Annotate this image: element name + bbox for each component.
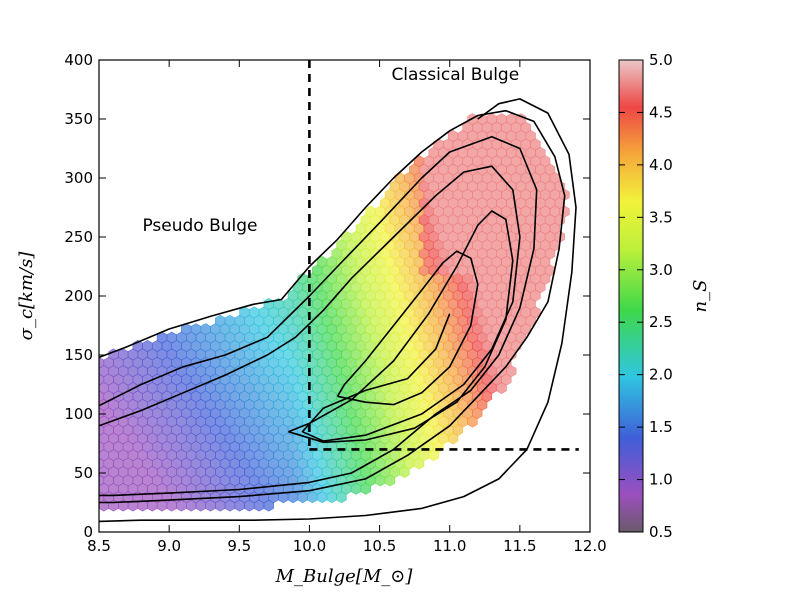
x-tick-label: 10.5	[363, 537, 396, 555]
y-tick-label: 100	[64, 405, 93, 423]
colorbar-tick-label: 1.0	[649, 471, 673, 489]
y-axis-label: σ_c[km/s]	[16, 251, 37, 341]
y-tick-label: 200	[64, 287, 93, 305]
hex-cell	[433, 138, 444, 151]
colorbar	[618, 59, 644, 533]
y-tick-label: 400	[64, 51, 93, 69]
contour-line	[288, 210, 514, 444]
hex-cell	[394, 172, 405, 184]
hex-cell	[166, 331, 177, 344]
y-tick-label: 350	[64, 110, 93, 128]
hex-cell	[118, 348, 129, 361]
colorbar-tick-label: 1.5	[649, 418, 673, 436]
colorbar-tick-label: 3.0	[649, 261, 673, 279]
y-tick-label: 50	[74, 464, 93, 482]
colorbar-tick-label: 2.0	[649, 366, 673, 384]
contour-line	[336, 250, 479, 406]
y-tick-label: 250	[64, 228, 93, 246]
x-tick-label: 9.5	[227, 537, 251, 555]
density-contours	[99, 98, 577, 523]
annotation-pseudo-bulge: Pseudo Bulge	[142, 216, 257, 236]
hex-cell	[200, 323, 211, 336]
x-tick-label: 8.5	[87, 537, 111, 555]
hex-cell	[190, 323, 202, 336]
colorbar-tick-label: 3.5	[649, 208, 673, 226]
contour-line	[99, 135, 538, 497]
colorbar-label: n_S	[690, 280, 711, 313]
y-tick-label: 150	[64, 346, 93, 364]
divider-lines	[308, 60, 579, 451]
x-tick-label: 11.0	[433, 537, 466, 555]
hex-cell	[215, 314, 226, 327]
y-tick-label: 0	[83, 523, 93, 541]
contour-line	[99, 109, 566, 504]
colorbar-tick-label: 0.5	[649, 523, 673, 541]
hex-cell	[365, 205, 376, 218]
colorbar-tick-label: 4.0	[649, 156, 673, 174]
colorbar-tick-label: 2.5	[649, 313, 673, 331]
y-axis-ticks: 0 50 100 150 200 250 300 350 400	[64, 51, 590, 541]
hex-cell	[506, 113, 517, 126]
x-tick-label: 12.0	[573, 537, 606, 555]
contour-line	[99, 165, 521, 442]
hex-cell	[142, 340, 153, 352]
hex-cell	[249, 306, 260, 319]
colorbar-tick-label: 5.0	[649, 51, 673, 69]
colorbar-tick-label: 4.5	[649, 103, 673, 121]
x-axis-ticks: 8.5 9.0 9.5 10.0 10.5 11.0 11.5 12.0	[87, 60, 607, 555]
hex-cell	[224, 314, 236, 327]
x-tick-label: 11.5	[503, 537, 536, 555]
colorbar-ticks: 0.5 1.0 1.5 2.0 2.5 3.0 3.5 4.0 4.5 5.0	[619, 51, 673, 541]
hex-cell	[447, 130, 459, 142]
hex-cell	[263, 298, 274, 310]
hex-cell	[496, 113, 507, 126]
annotation-classical-bulge: Classical Bulge	[391, 65, 519, 85]
x-tick-label: 9.0	[157, 537, 181, 555]
hex-cell	[486, 113, 498, 126]
y-tick-label: 300	[64, 169, 93, 187]
x-tick-label: 10.0	[293, 537, 326, 555]
x-axis-label: M_Bulge[M_⊙]	[275, 566, 414, 587]
